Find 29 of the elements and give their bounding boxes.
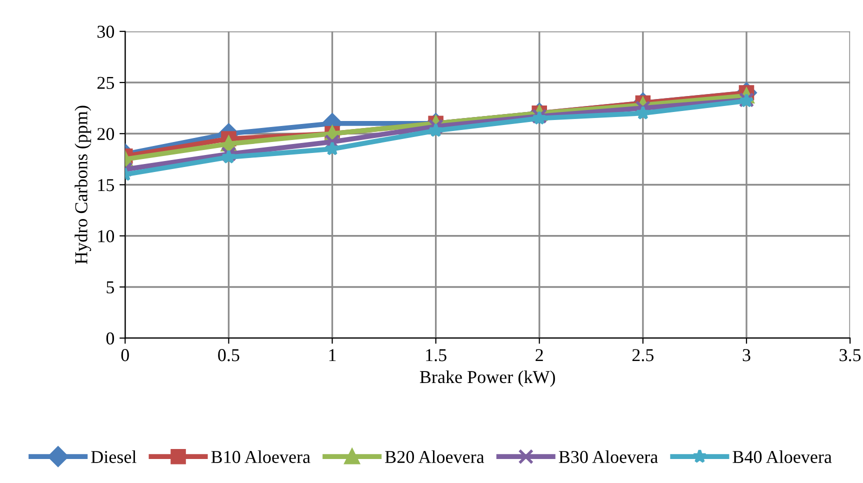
point [636, 106, 650, 120]
x-tick-label: 1.5 [426, 349, 446, 362]
point [324, 141, 340, 156]
legend-label: B10 Aloevera [211, 450, 310, 464]
y-tick-label: 25 [97, 76, 114, 89]
legend-label: B20 Aloevera [385, 450, 484, 464]
y-tick-label: 10 [98, 230, 114, 242]
y-axis-title: Hydro Carbons (ppm) [74, 106, 92, 264]
point [324, 134, 340, 150]
point [428, 122, 444, 138]
x-tick-label: 0.5 [218, 349, 240, 362]
x-tick-label: 3.5 [840, 349, 861, 362]
legend-label: B40 Aloevera [732, 450, 832, 464]
y-tick-label: 20 [97, 128, 114, 140]
x-tick-label: 3 [742, 349, 750, 362]
x-axis-title: Brake Power (kW) [420, 370, 555, 387]
point [221, 146, 236, 162]
point [428, 118, 444, 134]
y-tick-label: 15 [98, 179, 114, 192]
x-tick-label: 1 [329, 349, 336, 362]
x-tick-label: 2 [536, 349, 543, 362]
legend-label: Diesel [91, 450, 136, 464]
x-tick-label: 0 [121, 349, 129, 362]
x-tick-label: 2.5 [632, 349, 654, 362]
y-tick-label: 0 [106, 332, 114, 345]
legend-label: B30 Aloevera [558, 450, 658, 464]
y-tick-label: 5 [106, 281, 114, 294]
y-tick-label: 30 [98, 26, 114, 38]
point [221, 150, 236, 164]
